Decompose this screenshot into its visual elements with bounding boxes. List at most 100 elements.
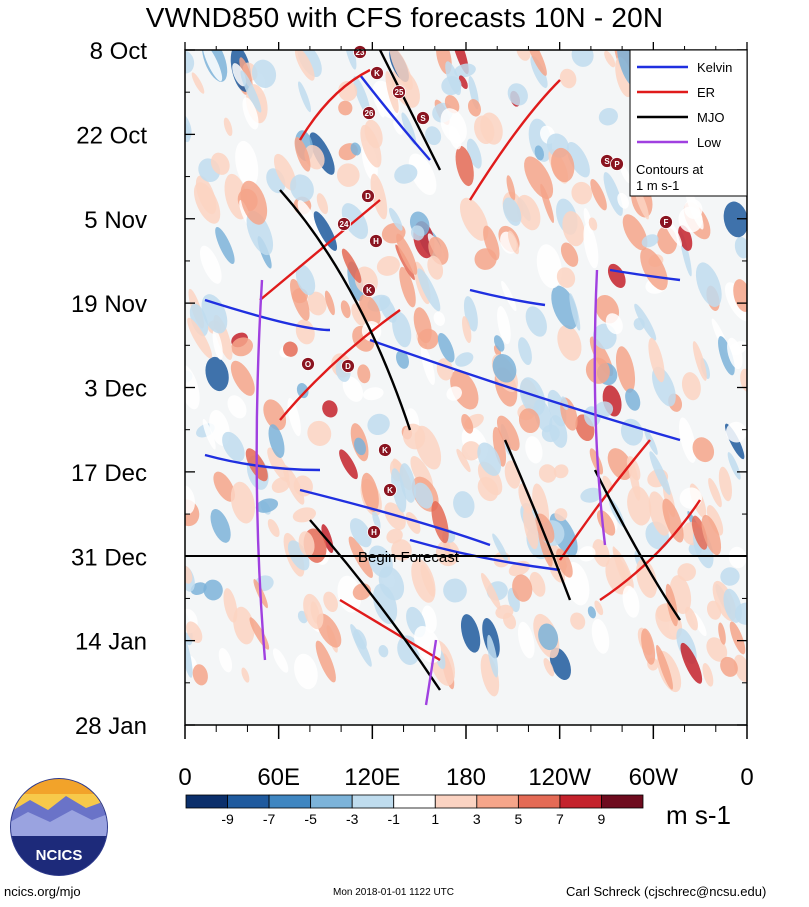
anomaly-cell bbox=[728, 546, 747, 569]
anomaly-cell bbox=[678, 206, 703, 233]
anomaly-cell bbox=[540, 183, 555, 223]
y-tick-label: 28 Jan bbox=[75, 713, 147, 740]
legend-label: Kelvin bbox=[697, 60, 732, 75]
anomaly-cell bbox=[492, 354, 517, 383]
anomaly-cell bbox=[350, 142, 362, 156]
logo-text: NCICS bbox=[36, 847, 83, 864]
footer-url[interactable]: ncics.org/mjo bbox=[4, 884, 81, 899]
anomaly-cell bbox=[685, 606, 698, 631]
storm-marker: K bbox=[383, 483, 397, 497]
anomaly-cell bbox=[185, 485, 195, 515]
anomaly-cell bbox=[578, 546, 596, 562]
y-tick-label: 19 Nov bbox=[71, 291, 147, 318]
anomaly-cell bbox=[199, 245, 222, 284]
svg-text:K: K bbox=[374, 69, 380, 78]
anomaly-cell bbox=[283, 465, 305, 505]
svg-text:P: P bbox=[614, 160, 620, 169]
anomaly-field bbox=[185, 50, 747, 697]
colorbar-label: -9 bbox=[221, 811, 234, 827]
anomaly-cell bbox=[718, 336, 735, 376]
contour-er bbox=[339, 598, 441, 662]
anomaly-cell bbox=[496, 415, 520, 451]
colorbar-label: 9 bbox=[598, 811, 606, 827]
anomaly-cell bbox=[460, 614, 481, 653]
y-tick-label: 14 Jan bbox=[75, 629, 147, 656]
anomaly-cell bbox=[692, 437, 715, 463]
x-tick-label: 180 bbox=[446, 764, 486, 791]
legend-label: ER bbox=[697, 85, 715, 100]
anomaly-cell bbox=[554, 508, 568, 522]
anomaly-cell bbox=[583, 224, 599, 269]
anomaly-cell bbox=[603, 172, 623, 216]
anomaly-cell bbox=[372, 510, 381, 530]
contour-low bbox=[424, 639, 438, 706]
svg-text:F: F bbox=[664, 218, 669, 227]
anomaly-cell bbox=[641, 628, 656, 665]
anomaly-cell bbox=[185, 50, 195, 74]
anomaly-cell bbox=[727, 452, 741, 480]
x-tick-label: 0 bbox=[740, 764, 753, 791]
colorbar-swatch bbox=[268, 794, 312, 809]
anomaly-cell bbox=[622, 214, 648, 251]
anomaly-cell bbox=[607, 448, 633, 481]
anomaly-cell bbox=[298, 531, 315, 557]
anomaly-cell bbox=[557, 325, 582, 361]
anomaly-cell bbox=[634, 303, 657, 341]
colorbar-swatch bbox=[393, 794, 436, 809]
contour-mjo bbox=[503, 439, 572, 601]
svg-text:K: K bbox=[382, 446, 388, 455]
anomaly-cell bbox=[538, 464, 557, 483]
anomaly-cell bbox=[227, 395, 247, 419]
anomaly-cell bbox=[588, 217, 598, 231]
anomaly-cell bbox=[526, 50, 547, 76]
anomaly-cell bbox=[202, 418, 216, 450]
anomaly-cell bbox=[340, 300, 351, 319]
contour-kelvin bbox=[204, 453, 321, 472]
anomaly-cell bbox=[615, 346, 636, 393]
anomaly-cell bbox=[461, 413, 474, 434]
anomaly-cell bbox=[512, 574, 533, 602]
colorbar-swatch bbox=[476, 794, 519, 809]
anomaly-cell bbox=[456, 448, 471, 473]
anomaly-cell bbox=[336, 163, 360, 187]
storm-marker: D bbox=[341, 359, 355, 373]
y-tick-label: 8 Oct bbox=[90, 38, 148, 65]
anomaly-cell bbox=[604, 50, 616, 68]
colorbar-swatch bbox=[351, 794, 395, 809]
contour-mjo bbox=[593, 469, 681, 621]
colorbar-swatch bbox=[185, 794, 228, 809]
anomaly-cell bbox=[192, 664, 208, 686]
legend: Kelvin ER MJO Low Contours at1 m s-1 bbox=[629, 49, 748, 197]
anomaly-cell bbox=[413, 482, 434, 509]
storm-marker: 25 bbox=[392, 85, 406, 99]
storm-marker: 23 bbox=[353, 45, 367, 59]
anomaly-cell bbox=[396, 233, 418, 275]
contour-kelvin bbox=[299, 488, 491, 547]
anomaly-cell bbox=[729, 621, 746, 655]
anomaly-cell bbox=[267, 518, 280, 538]
anomaly-cell bbox=[446, 386, 462, 401]
svg-text:O: O bbox=[305, 360, 311, 369]
svg-text:H: H bbox=[371, 528, 377, 537]
anomaly-cell bbox=[702, 663, 714, 687]
anomaly-cell bbox=[338, 100, 353, 116]
anomaly-cell bbox=[241, 667, 250, 683]
anomaly-cell bbox=[524, 156, 554, 200]
anomaly-cell bbox=[399, 266, 416, 308]
anomaly-cell bbox=[357, 364, 371, 384]
anomaly-cell bbox=[462, 316, 472, 344]
storm-marker: 26 bbox=[362, 106, 376, 120]
anomaly-cell bbox=[297, 200, 318, 234]
contour-er bbox=[279, 309, 401, 421]
anomaly-cell bbox=[662, 498, 684, 543]
anomaly-cell bbox=[273, 153, 297, 191]
anomaly-cell bbox=[213, 471, 236, 502]
anomaly-cell bbox=[518, 408, 540, 434]
storm-marker: P bbox=[610, 157, 624, 171]
anomaly-cell bbox=[451, 50, 469, 75]
anomaly-cell bbox=[598, 107, 618, 126]
anomaly-cell bbox=[665, 583, 678, 627]
anomaly-cell bbox=[427, 255, 444, 280]
anomaly-cell bbox=[543, 658, 555, 677]
colorbar-swatch bbox=[559, 794, 602, 809]
